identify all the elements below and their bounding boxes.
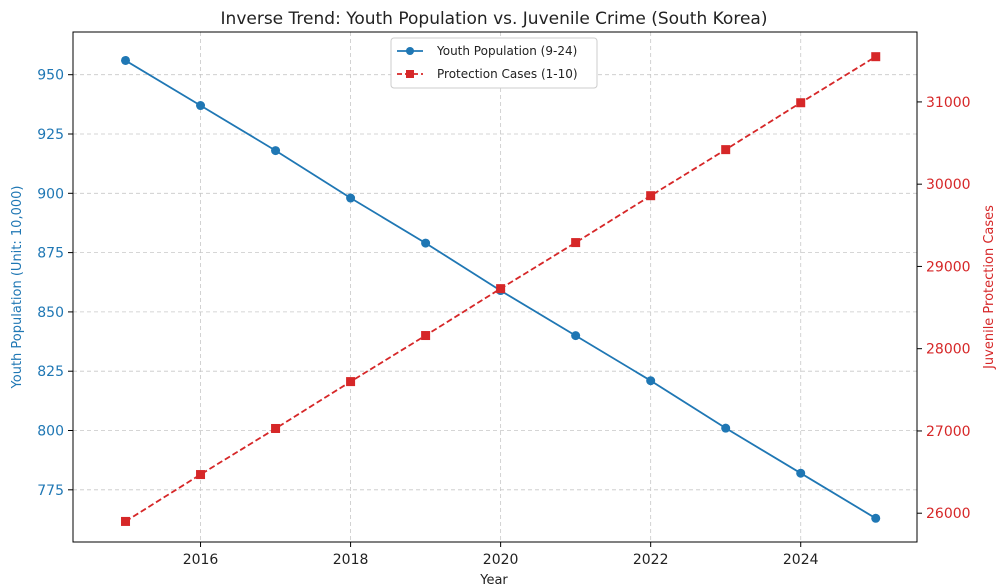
data-point-youth-population [721,423,731,433]
legend-marker-circle [406,47,414,55]
data-point-youth-population [646,376,656,386]
data-point-protection-cases [271,423,281,433]
x-tick-label: 2020 [483,552,519,568]
x-tick-label: 2024 [783,552,819,568]
x-tick-label: 2018 [333,552,369,568]
grid [73,32,917,542]
y-right-tick-label: 30000 [926,177,971,193]
y-axis-right: 26000 27000 28000 29000 30000 31000 [917,95,971,522]
y-left-tick-label: 825 [37,364,64,380]
y-left-tick-label: 850 [37,305,64,321]
data-point-youth-population [421,238,431,248]
data-point-protection-cases [196,470,206,480]
legend: Youth Population (9-24) Protection Cases… [390,37,598,89]
x-tick-label: 2022 [633,552,669,568]
plot-area-frame [72,31,918,543]
data-point-protection-cases [346,377,356,387]
data-point-youth-population [196,101,206,111]
legend-marker-square [406,70,414,78]
data-point-youth-population [271,146,281,156]
y-left-tick-label: 925 [37,127,64,143]
legend-label-cases: Protection Cases (1-10) [437,67,578,81]
data-point-youth-population [871,513,881,523]
data-point-youth-population [571,331,581,341]
data-point-protection-cases [721,145,731,155]
y-right-tick-label: 31000 [926,95,971,111]
data-point-protection-cases [646,191,656,201]
data-point-protection-cases [871,52,881,62]
y-left-tick-label: 775 [37,483,64,499]
y-left-tick-label: 900 [37,186,64,202]
series-markers [121,52,881,526]
y-axis-right-title: Juvenile Protection Cases [982,205,997,370]
x-axis-title: Year [479,573,508,588]
x-axis: 2016 2018 2020 2022 2024 [183,542,819,568]
data-point-protection-cases [796,98,806,108]
y-axis-left-title: Youth Population (Unit: 10,000) [10,186,25,390]
data-point-youth-population [796,468,806,478]
data-point-protection-cases [496,284,506,294]
data-point-protection-cases [571,238,581,248]
legend-label-youth: Youth Population (9-24) [436,44,577,58]
legend-box [390,37,598,89]
y-right-tick-label: 28000 [926,342,971,358]
y-right-tick-label: 29000 [926,259,971,275]
y-left-tick-label: 800 [37,424,64,440]
chart-title: Inverse Trend: Youth Population vs. Juve… [221,9,768,29]
data-point-youth-population [346,193,356,203]
y-right-tick-label: 26000 [926,506,971,522]
x-tick-label: 2016 [183,552,219,568]
y-left-tick-label: 950 [37,68,64,84]
data-point-youth-population [121,55,131,65]
y-right-tick-label: 27000 [926,424,971,440]
y-left-tick-label: 875 [37,246,64,262]
data-point-protection-cases [421,331,431,341]
data-point-protection-cases [121,516,131,526]
y-axis-left: 775 800 825 850 875 900 925 950 [37,68,73,499]
